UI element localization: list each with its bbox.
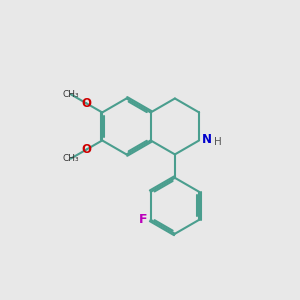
Text: O: O <box>65 88 73 99</box>
Text: F: F <box>139 213 148 226</box>
Text: N: N <box>202 133 212 146</box>
Text: O: O <box>81 143 92 156</box>
Text: H: H <box>214 136 222 147</box>
Text: CH₃: CH₃ <box>62 154 79 163</box>
Text: CH₃: CH₃ <box>62 90 79 99</box>
Text: OCH₃: OCH₃ <box>69 94 72 95</box>
Text: O: O <box>81 97 92 110</box>
